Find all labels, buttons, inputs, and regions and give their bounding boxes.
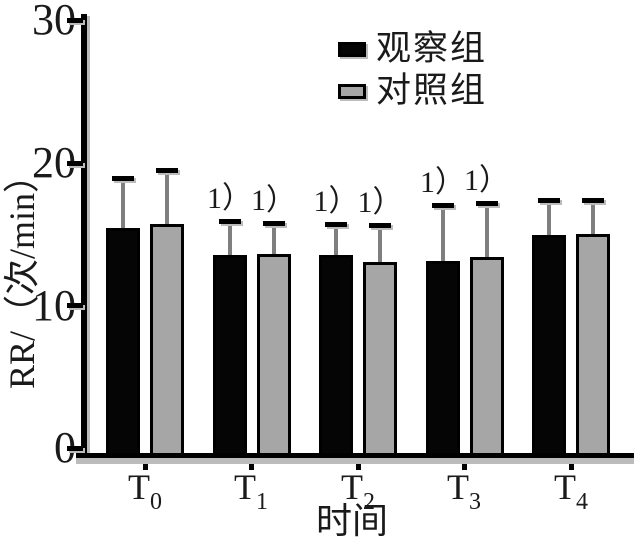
bar-observation-t0 xyxy=(106,228,140,456)
legend: 观察组 对照组 xyxy=(338,28,487,112)
error-bar-line-control-t4 xyxy=(591,199,595,238)
legend-label-control: 对照组 xyxy=(376,71,488,110)
error-bar-line-control-t3 xyxy=(484,202,489,261)
x-axis-line xyxy=(76,453,634,458)
error-bar-cap-observation-t1 xyxy=(218,219,241,225)
x-axis-shadow xyxy=(76,458,634,464)
x-tick-label-t0: T0 xyxy=(128,467,162,515)
error-bar-line-control-t2 xyxy=(378,225,382,267)
y-tick-label: 10 xyxy=(32,281,76,330)
x-tick-label-t2: T2 xyxy=(341,467,375,515)
error-bar-line-control-t0 xyxy=(165,169,169,228)
legend-swatch-observation xyxy=(338,41,366,57)
error-bar-cap-control-t1 xyxy=(262,220,285,226)
bar-control-t0 xyxy=(150,223,184,456)
error-bar-cap-observation-t0 xyxy=(112,176,134,182)
error-bar-line-observation-t2 xyxy=(334,223,338,260)
sig-annotation-observation-t3: 1） xyxy=(420,166,465,200)
error-bar-cap-observation-t3 xyxy=(431,203,454,209)
error-bar-line-observation-t0 xyxy=(121,178,125,233)
y-tick-label: 30 xyxy=(32,0,76,44)
error-bar-cap-control-t2 xyxy=(369,223,391,229)
bar-observation-t4 xyxy=(532,235,566,456)
sig-annotation-control-t1: 1） xyxy=(251,183,296,217)
y-tick-mark xyxy=(67,160,83,166)
sig-annotation-control-t3: 1） xyxy=(464,163,509,197)
legend-label-observation: 观察组 xyxy=(376,29,488,68)
bar-control-t2 xyxy=(363,262,397,456)
legend-item-observation: 观察组 xyxy=(338,28,487,70)
y-axis-line xyxy=(81,14,87,458)
error-bar-line-observation-t1 xyxy=(227,221,232,260)
x-tick-label-t3: T3 xyxy=(447,467,481,515)
x-tick-label-t4: T4 xyxy=(554,467,588,515)
sig-annotation-control-t2: 1） xyxy=(357,186,403,220)
error-bar-line-observation-t3 xyxy=(440,205,445,266)
legend-swatch-control xyxy=(338,83,366,99)
bar-observation-t2 xyxy=(319,255,353,456)
bar-observation-t1 xyxy=(212,255,247,456)
y-tick-label: 0 xyxy=(54,423,76,472)
y-tick-mark xyxy=(67,17,83,23)
sig-annotation-observation-t2: 1） xyxy=(313,184,359,218)
error-bar-cap-observation-t2 xyxy=(325,221,347,227)
error-bar-cap-control-t3 xyxy=(475,200,498,206)
y-tick-label: 20 xyxy=(32,138,76,187)
sig-annotation-observation-t1: 1） xyxy=(207,182,252,216)
bar-control-t1 xyxy=(256,253,291,456)
error-bar-line-observation-t4 xyxy=(547,199,551,240)
bar-observation-t3 xyxy=(425,261,460,456)
bar-control-t4 xyxy=(576,233,610,456)
y-tick-mark xyxy=(67,303,83,309)
legend-item-control: 对照组 xyxy=(338,70,487,112)
x-tick-label-t1: T1 xyxy=(234,467,268,515)
error-bar-cap-control-t0 xyxy=(156,167,178,173)
x-axis-title: 时间 xyxy=(315,501,388,541)
error-bar-line-control-t1 xyxy=(271,222,276,258)
error-bar-cap-control-t4 xyxy=(582,197,604,203)
y-tick-mark xyxy=(67,446,83,451)
bar-control-t3 xyxy=(469,256,504,456)
error-bar-cap-observation-t4 xyxy=(538,197,560,203)
